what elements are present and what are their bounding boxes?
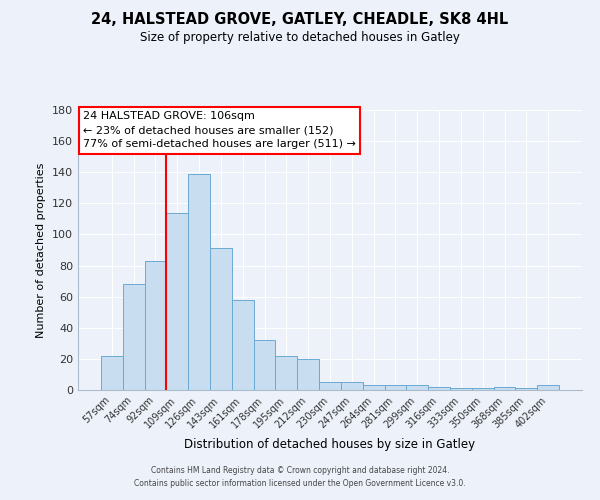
Text: Size of property relative to detached houses in Gatley: Size of property relative to detached ho… <box>140 31 460 44</box>
Text: 24 HALSTEAD GROVE: 106sqm
← 23% of detached houses are smaller (152)
77% of semi: 24 HALSTEAD GROVE: 106sqm ← 23% of detac… <box>83 112 356 150</box>
Bar <box>254 340 275 390</box>
Bar <box>166 212 188 390</box>
Bar <box>232 300 254 390</box>
Bar <box>428 387 450 390</box>
Bar <box>515 388 537 390</box>
Bar <box>297 359 319 390</box>
Bar <box>123 284 145 390</box>
Bar <box>385 386 406 390</box>
Bar <box>472 388 494 390</box>
Bar <box>101 356 123 390</box>
Bar <box>406 386 428 390</box>
Bar <box>450 388 472 390</box>
Bar <box>537 386 559 390</box>
Bar <box>275 356 297 390</box>
Bar <box>341 382 363 390</box>
Bar <box>319 382 341 390</box>
Bar <box>494 387 515 390</box>
Text: 24, HALSTEAD GROVE, GATLEY, CHEADLE, SK8 4HL: 24, HALSTEAD GROVE, GATLEY, CHEADLE, SK8… <box>91 12 509 28</box>
Text: Contains HM Land Registry data © Crown copyright and database right 2024.
Contai: Contains HM Land Registry data © Crown c… <box>134 466 466 487</box>
X-axis label: Distribution of detached houses by size in Gatley: Distribution of detached houses by size … <box>184 438 476 451</box>
Bar <box>188 174 210 390</box>
Bar <box>145 261 166 390</box>
Y-axis label: Number of detached properties: Number of detached properties <box>37 162 46 338</box>
Bar <box>363 386 385 390</box>
Bar <box>210 248 232 390</box>
